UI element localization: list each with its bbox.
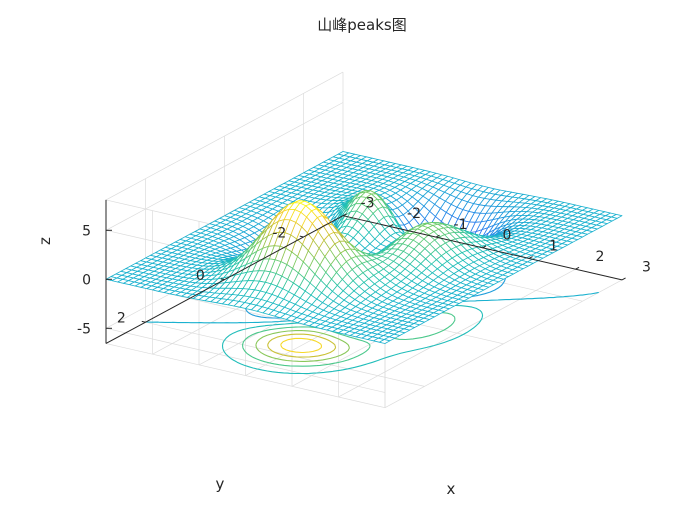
x-axis-label: x <box>447 480 456 498</box>
floor-gridline <box>145 321 425 387</box>
x-tick-mark <box>575 266 580 270</box>
top-edge-gridline <box>105 71 344 201</box>
x-tick-mark <box>482 245 487 249</box>
x-tick-label: 1 <box>549 238 558 254</box>
surface-mesh <box>105 151 623 344</box>
y-tick-mark <box>220 278 225 281</box>
z-tick-label: 0 <box>82 272 91 288</box>
back-wall-gridline <box>105 327 386 393</box>
z-tick-label: -5 <box>77 321 91 337</box>
x-tick-mark <box>435 234 440 238</box>
y-tick-label: 0 <box>196 268 205 284</box>
y-axis-label: y <box>216 475 225 493</box>
x-tick-mark <box>342 213 347 217</box>
x-tick-label: 2 <box>596 249 605 265</box>
contour-line <box>255 329 350 362</box>
y-tick-mark <box>299 235 304 238</box>
z-axis-label: z <box>36 237 54 245</box>
x-tick-label: 0 <box>503 228 512 244</box>
y-tick-mark <box>141 320 146 323</box>
x-tick-mark <box>389 224 394 227</box>
x-tick-label: -2 <box>407 206 421 222</box>
axis-lines <box>105 199 626 344</box>
z-tick-label: 5 <box>82 223 91 239</box>
floor-gridline <box>105 343 386 409</box>
x-tick-mark <box>528 256 533 259</box>
y-tick-label: 2 <box>117 311 126 327</box>
x-tick-label: -3 <box>361 196 375 212</box>
x-tick-mark <box>621 277 626 281</box>
tick-labels: -3 -2 -1 0 1 2 3 -2 0 2 -5 0 5 <box>77 196 651 338</box>
y-tick-label: -2 <box>272 225 286 241</box>
x-tick-label: 3 <box>642 260 651 276</box>
chart-title: 山峰peaks图 <box>317 16 406 34</box>
contour-line <box>280 337 322 354</box>
contour-line <box>267 333 337 358</box>
x-tick-label: -1 <box>454 217 468 233</box>
